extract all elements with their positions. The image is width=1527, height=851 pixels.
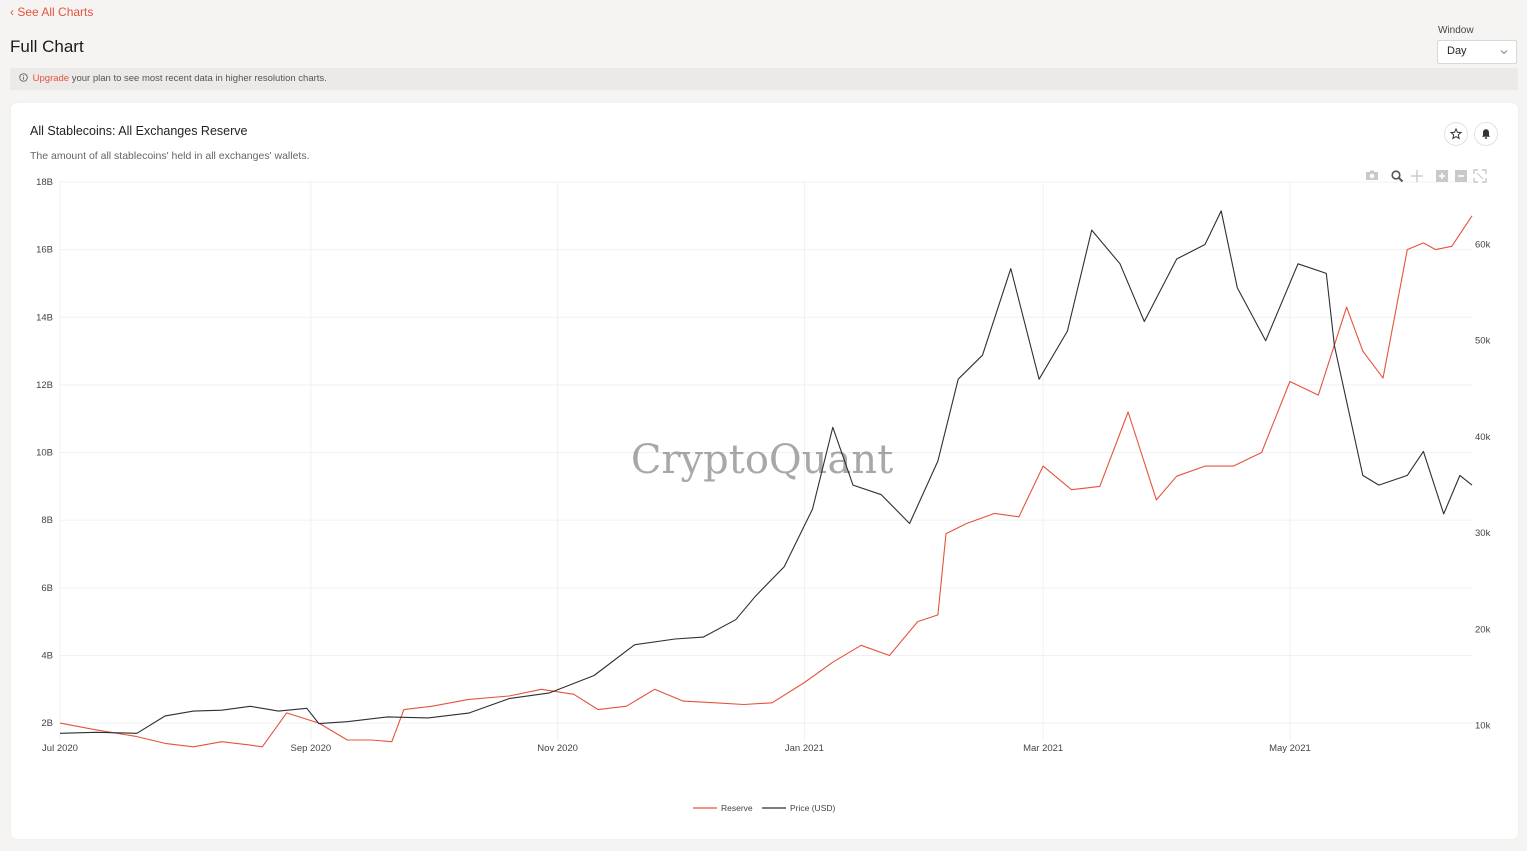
x-tick-label: Mar 2021 [1023,743,1063,754]
x-tick-label: Sep 2020 [290,743,331,754]
y-right-tick-label: 20k [1475,624,1491,635]
watermark: CryptoQuant [631,437,893,483]
legend-label: Price (USD) [790,803,836,813]
chart-description: The amount of all stablecoins' held in a… [30,150,310,162]
x-tick-label: May 2021 [1269,743,1311,754]
y-right-tick-label: 30k [1475,528,1491,539]
autoscale-icon[interactable] [1473,169,1487,183]
upgrade-link[interactable]: Upgrade [32,73,70,84]
star-icon [1450,128,1462,140]
see-all-charts-label: See All Charts [17,5,94,19]
y-left-tick-label: 2B [41,718,53,729]
y-left-tick-label: 14B [36,312,53,323]
x-tick-label: Nov 2020 [537,743,578,754]
alert-button[interactable] [1474,122,1498,146]
zoom-icon[interactable] [1391,170,1404,183]
upgrade-message: your plan to see most recent data in hig… [69,73,327,84]
chart-grid [59,181,1472,740]
y-right-tick-label: 50k [1475,336,1491,347]
see-all-charts-link[interactable]: ‹ See All Charts [10,5,94,19]
y-left-tick-label: 8B [41,515,53,526]
camera-icon[interactable] [1366,170,1378,181]
page-title: Full Chart [10,37,84,56]
chevron-down-icon [1500,50,1508,55]
window-label: Window [1438,25,1474,36]
legend-label: Reserve [721,803,753,813]
upgrade-banner: Upgrade your plan to see most recent dat… [10,68,1518,90]
window-select-value: Day [1447,45,1467,57]
y-left-tick-label: 10B [36,448,53,459]
y-right-tick-label: 10k [1475,721,1491,732]
pan-icon[interactable] [1411,170,1423,182]
favorite-button[interactable] [1444,122,1468,146]
x-tick-label: Jul 2020 [42,743,78,754]
y-left-tick-label: 12B [36,380,53,391]
x-tick-label: Jan 2021 [785,743,824,754]
y-left-tick-label: 4B [41,650,53,661]
window-select[interactable]: Day [1437,40,1517,64]
chart-legend: Reserve Price (USD) [693,803,836,813]
chart-title: All Stablecoins: All Exchanges Reserve [30,124,248,138]
y-right-tick-label: 60k [1475,240,1491,251]
bell-icon [1482,129,1490,139]
y-left-tick-label: 18B [36,177,53,188]
price-series-line [59,210,1473,734]
y-left-tick-label: 6B [41,583,53,594]
zoom-out-icon[interactable] [1455,170,1467,182]
zoom-in-icon[interactable] [1436,170,1448,182]
modebar [1366,169,1487,183]
info-icon [19,73,28,82]
chart-card: All Stablecoins: All Exchanges Reserve T… [11,103,1518,839]
y-left-tick-label: 16B [36,245,53,256]
y-right-tick-label: 40k [1475,432,1491,443]
